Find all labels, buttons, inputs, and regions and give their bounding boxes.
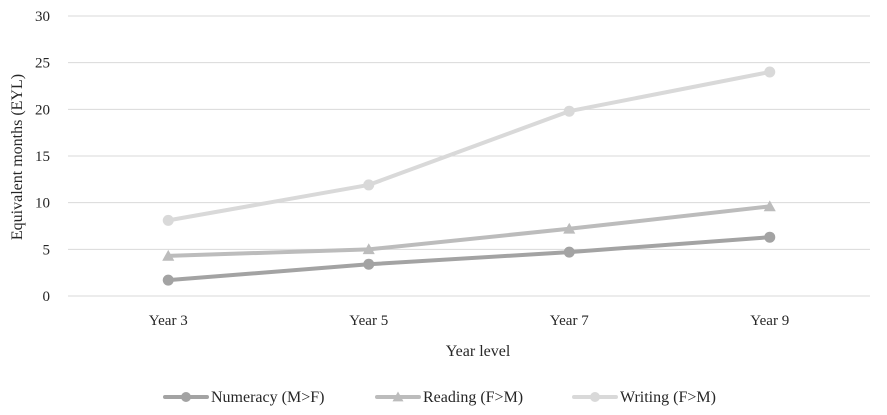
- gridlines: [68, 15, 870, 297]
- data-point-marker: [181, 392, 191, 402]
- legend: Numeracy (M>F) Reading (F>M) Writing (F>M): [163, 389, 716, 406]
- legend-item-reading: Reading (F>M): [375, 389, 523, 406]
- x-axis-title: Year level: [446, 343, 511, 360]
- series-line: [166, 204, 772, 258]
- legend-item-writing: Writing (F>M): [572, 389, 716, 406]
- series-numeracy: [162, 231, 776, 286]
- legend-label: Reading (F>M): [423, 389, 523, 406]
- x-tick-label: Year 3: [149, 313, 188, 329]
- y-tick-label: 0: [43, 289, 51, 305]
- y-tick-label: 20: [35, 102, 50, 118]
- legend-label: Numeracy (M>F): [211, 389, 324, 406]
- y-tick-label: 10: [35, 196, 50, 212]
- data-point-marker: [563, 222, 576, 234]
- data-point-marker: [590, 392, 600, 402]
- data-point-marker: [563, 246, 575, 258]
- data-point-marker: [162, 249, 175, 261]
- x-axis-ticks: Year 3 Year 5 Year 7 Year 9: [149, 313, 789, 329]
- series-writing: [162, 66, 776, 226]
- y-tick-label: 15: [35, 149, 50, 165]
- data-point-marker: [563, 105, 575, 117]
- x-tick-label: Year 9: [750, 313, 789, 329]
- y-tick-label: 30: [35, 9, 50, 25]
- y-axis-title: Equivalent months (EYL): [9, 74, 26, 240]
- data-point-marker: [162, 274, 174, 286]
- series-reading: [162, 200, 776, 261]
- data-point-marker: [363, 258, 375, 270]
- y-tick-label: 25: [35, 56, 50, 72]
- data-point-marker: [764, 231, 776, 243]
- legend-item-numeracy: Numeracy (M>F): [163, 389, 324, 406]
- data-point-marker: [764, 66, 776, 78]
- data-point-marker: [392, 391, 404, 402]
- x-tick-label: Year 5: [349, 313, 388, 329]
- y-axis-ticks: 0 5 10 15 20 25 30: [35, 9, 50, 305]
- series-line: [166, 70, 772, 223]
- series-group: [162, 66, 776, 286]
- series-line: [166, 235, 772, 283]
- data-point-marker: [162, 214, 174, 226]
- y-tick-label: 5: [43, 242, 51, 258]
- data-point-marker: [362, 243, 375, 255]
- x-tick-label: Year 7: [550, 313, 589, 329]
- data-point-marker: [363, 179, 375, 191]
- legend-label: Writing (F>M): [620, 389, 716, 406]
- data-point-marker: [763, 200, 776, 212]
